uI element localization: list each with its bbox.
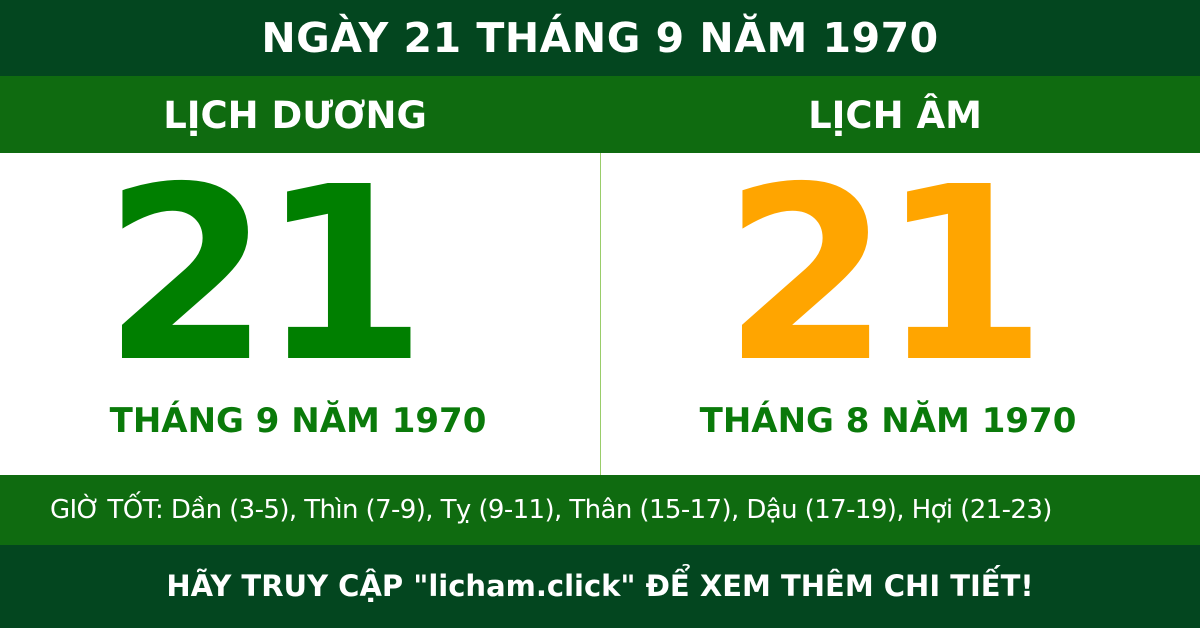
lunar-calendar-label: LỊCH ÂM — [808, 94, 982, 137]
page-title: NGÀY 21 THÁNG 9 NĂM 1970 — [0, 0, 1200, 76]
lunar-day: 21 — [723, 135, 1047, 415]
solar-date-panel: 21 THÁNG 9 NĂM 1970 — [0, 153, 600, 475]
good-hours: GIỜ TỐT: Dần (3-5), Thìn (7-9), Tỵ (9-11… — [0, 475, 1200, 545]
divider — [600, 153, 601, 475]
solar-day: 21 — [103, 135, 427, 415]
lunar-month-year: THÁNG 8 NĂM 1970 — [699, 401, 1077, 441]
solar-calendar-label: LỊCH DƯƠNG — [163, 94, 427, 137]
solar-month-year: THÁNG 9 NĂM 1970 — [109, 401, 487, 441]
footer-cta: HÃY TRUY CẬP "licham.click" ĐỂ XEM THÊM … — [0, 545, 1200, 628]
lunar-date-panel: 21 THÁNG 8 NĂM 1970 — [600, 153, 1200, 475]
column-headers: LỊCH DƯƠNG LỊCH ÂM — [0, 76, 1200, 153]
